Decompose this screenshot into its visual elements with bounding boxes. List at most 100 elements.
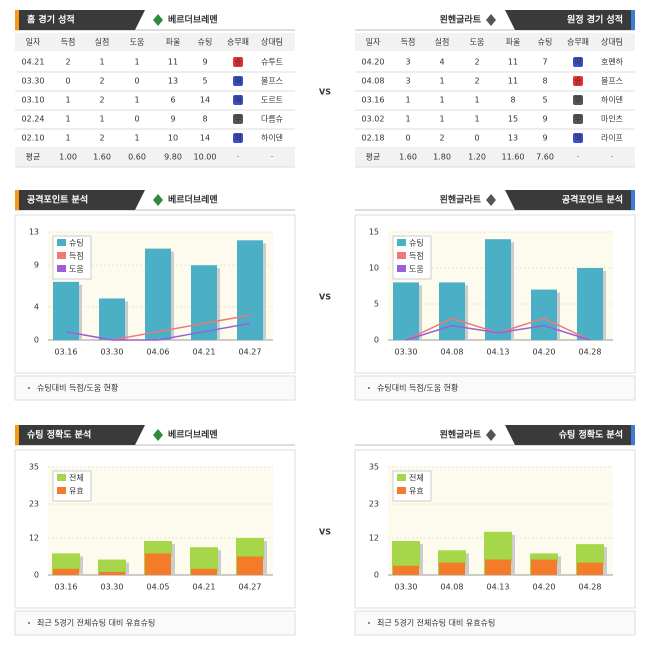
y-tick-label: 23 — [29, 500, 39, 509]
caption-bullet — [28, 387, 30, 389]
header-stripe — [631, 190, 635, 210]
result-badge — [573, 57, 583, 67]
x-tick-label: 03.16 — [55, 583, 78, 592]
column-header: 상대팀 — [261, 37, 283, 47]
column-header: 실점 — [95, 37, 110, 47]
y-tick-label: 0 — [34, 336, 39, 345]
avg-bg — [15, 148, 295, 167]
avg-bg — [355, 148, 635, 167]
table-cell: 2 — [474, 58, 479, 67]
y-tick-label: 0 — [34, 571, 39, 580]
header-tag — [15, 425, 145, 445]
legend-swatch — [397, 265, 406, 272]
table-cell: 0 — [65, 77, 70, 86]
table-cell: 하이덴 — [601, 95, 623, 105]
table-cell: 1 — [134, 134, 139, 143]
table-cell: 0 — [405, 134, 410, 143]
table-cell: 1 — [65, 134, 70, 143]
bar — [237, 556, 263, 575]
team-icon — [486, 429, 496, 441]
legend-swatch — [397, 474, 406, 481]
x-tick-label: 04.13 — [487, 348, 510, 357]
x-tick-label: 03.30 — [395, 348, 418, 357]
header-stripe — [15, 425, 19, 445]
team-name: 묀헨글라트 — [440, 429, 482, 441]
bar — [439, 562, 465, 575]
table-cell: 5 — [542, 96, 547, 105]
x-tick-label: 04.21 — [193, 583, 216, 592]
table-cell: 04.08 — [362, 77, 385, 86]
table-cell: 승 — [234, 58, 241, 67]
legend-swatch — [57, 474, 66, 481]
table-cell: 8 — [542, 77, 547, 86]
vs-label: VS — [319, 528, 331, 537]
table-cell: 04.21 — [22, 58, 45, 67]
table-cell: 무 — [234, 115, 241, 124]
table-cell: 13 — [508, 134, 518, 143]
table-cell: 2 — [99, 96, 104, 105]
legend-label: 전체 — [409, 473, 424, 483]
team-icon — [486, 194, 496, 206]
legend-label: 득점 — [409, 251, 424, 261]
bar — [145, 553, 171, 575]
table-cell: 1 — [99, 115, 104, 124]
table-cell: 9.80 — [164, 153, 182, 162]
table-cell: 7 — [542, 58, 547, 67]
x-tick-label: 04.28 — [579, 348, 602, 357]
table-cell: 0 — [134, 115, 139, 124]
legend-label: 유효 — [409, 487, 424, 496]
table-cell: 11 — [508, 58, 518, 67]
table-cell: 1 — [405, 96, 410, 105]
team-icon — [153, 14, 163, 26]
table-cell: 9 — [170, 115, 175, 124]
table-cell: 1 — [474, 96, 479, 105]
header-title: 원정 경기 성적 — [567, 14, 623, 26]
column-header: 슈팅 — [538, 37, 553, 47]
table-cell: 7.60 — [536, 153, 554, 162]
table-cell: 1 — [65, 115, 70, 124]
bar — [98, 559, 126, 575]
table-cell: 9 — [202, 58, 207, 67]
table-cell: 02.24 — [22, 115, 45, 124]
x-tick-label: 04.05 — [147, 583, 170, 592]
table-cell: 1 — [474, 115, 479, 124]
table-cell: 10.00 — [194, 153, 217, 162]
header-title: 공격포인트 분석 — [562, 194, 623, 206]
table-cell: 13 — [168, 77, 178, 86]
table-cell: 1 — [65, 96, 70, 105]
table-cell: 03.02 — [362, 115, 385, 124]
chart-caption: 최근 5경기 전체슈팅 대비 유효슈팅 — [37, 618, 155, 628]
table-cell: 패 — [234, 95, 241, 105]
table-cell: · — [237, 153, 240, 162]
x-tick-label: 04.08 — [441, 583, 464, 592]
table-cell: 3 — [405, 58, 410, 67]
table-cell: 2 — [65, 58, 70, 67]
team-name: 베르더브레멘 — [168, 14, 218, 26]
y-tick-label: 12 — [29, 533, 39, 542]
table-cell: 0.60 — [128, 153, 146, 162]
table-cell: 9 — [542, 134, 547, 143]
table-cell: 1 — [99, 58, 104, 67]
header-title: 공격포인트 분석 — [27, 194, 88, 206]
x-tick-label: 04.08 — [441, 348, 464, 357]
caption-box — [14, 610, 296, 636]
table-cell: 9 — [542, 115, 547, 124]
column-header: 슈팅 — [198, 37, 213, 47]
table-cell: 호펜하 — [601, 57, 624, 67]
legend-label: 득점 — [69, 251, 84, 261]
header-stripe — [15, 190, 19, 210]
x-tick-label: 04.20 — [533, 348, 556, 357]
table-head-bg — [15, 33, 295, 51]
table-cell: 1 — [134, 58, 139, 67]
table-cell: 02.10 — [22, 134, 45, 143]
bar — [53, 281, 79, 340]
result-badge — [233, 76, 243, 86]
table-cell: 1 — [439, 115, 444, 124]
table-cell: 11 — [508, 77, 518, 86]
table-cell: 03.16 — [362, 96, 385, 105]
x-tick-label: 04.27 — [239, 583, 262, 592]
table-cell: 1.60 — [399, 153, 417, 162]
table-cell: 2 — [99, 134, 104, 143]
legend-swatch — [397, 239, 406, 246]
bar — [393, 565, 419, 575]
